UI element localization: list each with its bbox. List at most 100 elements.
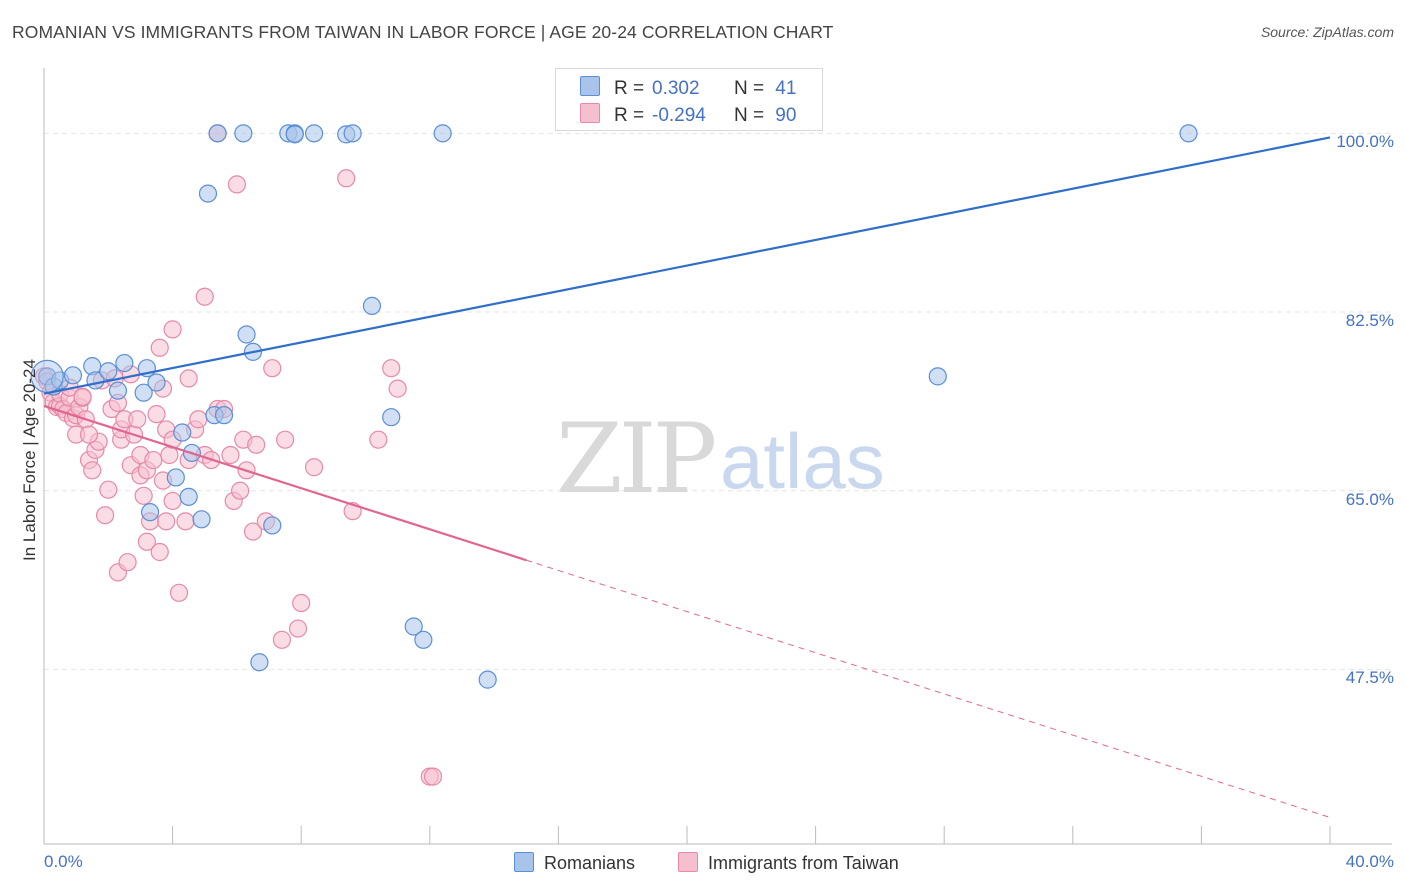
romanians-swatch [580,76,600,96]
x-tick-label-max: 40.0% [1345,852,1394,871]
romanian-point [250,653,269,672]
y-axis-label: In Labor Force | Age 20-24 [20,359,39,561]
watermark-atlas: atlas [720,417,885,505]
legend-r-label: R = [614,78,645,99]
watermark-zip: ZIP [556,403,715,515]
taiwan-point [243,522,263,541]
taiwan-point [304,458,324,477]
taiwan-point [276,430,295,449]
taiwan-point [157,512,176,531]
taiwan-point [388,379,407,398]
grid-lines [44,132,1392,670]
taiwan-point [227,175,246,194]
taiwan-point [423,767,443,786]
legend-r-value: 0.302 [652,78,700,99]
taiwan-point [179,369,198,388]
taiwan-point [79,425,99,444]
romanian-point [115,353,134,373]
romanian-point [214,406,234,425]
romanian-point [382,408,401,427]
taiwan-point [369,430,388,449]
romanian-point [173,423,192,442]
romanian-point [134,383,153,402]
romanian-point [108,381,128,400]
trend-lines [43,136,1331,818]
taiwan-point [73,387,92,406]
romanian-point [263,516,282,535]
romanian-point [285,125,304,144]
romanian-point [304,124,324,143]
taiwan-point [231,481,250,500]
taiwan-point [150,542,169,562]
taiwan-point [147,405,166,424]
taiwan-point [288,619,308,638]
taiwan-point [118,553,137,572]
romanian-point [166,468,185,487]
romanian-point [140,503,160,522]
legend-n-label: N = [734,78,765,99]
stats-legend: R = 0.302 N = 41 R = -0.294 N = 90 [555,68,823,131]
taiwan-point [163,320,182,339]
taiwan-point [221,445,240,465]
legend-r-label: R = [614,105,645,126]
legend-n-value: 41 [775,78,797,99]
romanian-point [208,124,227,143]
legend-row-romanians: R = 0.302 N = 41 [580,76,797,99]
taiwan-point [95,506,115,525]
y-tick-label: 82.5% [1345,311,1394,331]
romanian-point [99,362,118,381]
taiwan-point [150,338,169,357]
romanian-point [478,670,497,689]
romanian-point [404,617,423,636]
legend-n-label: N = [734,105,765,126]
taiwan-point [144,450,163,470]
taiwan-point [176,512,195,531]
y-tick-label: 65.0% [1345,489,1394,509]
taiwan-point [263,359,282,378]
bottom-legend-romanians: Romanians [514,852,635,874]
romanian-point [928,367,947,386]
taiwan-legend-swatch [678,852,698,872]
legend-r-value: -0.294 [652,105,706,126]
romanian-point [362,296,382,316]
romanian-point [192,510,211,529]
romanian-point [63,366,83,385]
taiwan-point [128,410,147,429]
romanians-legend-label: Romanians [544,853,636,873]
romanian-point [237,325,256,344]
legend-row-taiwan: R = -0.294 N = 90 [580,103,797,126]
taiwan-trend-line [43,404,527,562]
romanian-point [433,124,452,143]
taiwan-trend-line-extension [526,559,1331,818]
taiwan-point [292,593,311,613]
chart-title: ROMANIAN VS IMMIGRANTS FROM TAIWAN IN LA… [12,22,834,42]
taiwan-point [189,410,208,429]
taiwan-legend-label: Immigrants from Taiwan [708,853,899,873]
taiwan-point [272,630,292,649]
taiwan-point [83,461,102,480]
y-tick-label: 47.5% [1345,668,1394,688]
axes [43,68,1392,845]
taiwan-swatch [580,103,600,123]
taiwan-point [169,583,189,602]
y-tick-label: 100.0% [1336,132,1394,152]
taiwan-point [134,486,153,505]
x-tick-label-min: 0.0% [44,852,83,871]
taiwan-point [195,287,214,306]
legend-n-value: 90 [775,105,797,126]
taiwan-point [163,491,182,511]
romanian-point [1179,124,1198,143]
taiwan-points [34,124,443,786]
watermark: ZIP atlas [556,403,885,515]
romanian-point [343,124,362,143]
romanians-trend-line [43,136,1331,395]
taiwan-point [99,480,118,499]
taiwan-point [337,169,356,188]
taiwan-point [247,435,266,454]
romanian-point [198,184,218,203]
taiwan-point [382,359,401,378]
romanian-point [234,124,253,143]
romanians-legend-swatch [514,852,534,872]
romanian-point [147,373,166,392]
